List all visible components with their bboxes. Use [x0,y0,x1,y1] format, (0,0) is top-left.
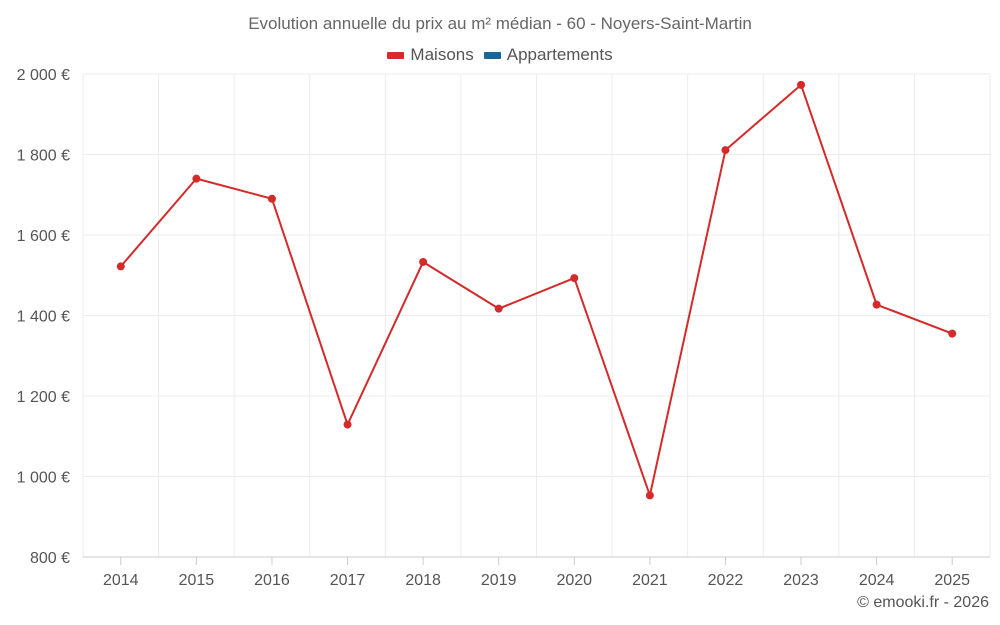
y-tick-label: 1 800 € [17,148,70,165]
data-point [116,262,125,271]
x-tick-label: 2014 [103,572,139,589]
data-point [419,257,428,266]
y-tick-label: 800 € [30,550,70,567]
legend-swatch-appartements [483,51,501,59]
y-tick-label: 1 000 € [17,470,70,487]
y-tick-label: 2 000 € [17,67,70,84]
data-point [721,146,730,155]
data-point [570,274,579,283]
x-tick-label: 2025 [934,572,970,589]
data-point [797,80,806,89]
x-tick-label: 2015 [179,572,215,589]
x-tick-label: 2017 [330,572,366,589]
x-tick-label: 2024 [859,572,895,589]
x-tick-label: 2018 [405,572,441,589]
credit-text: © emooki.fr - 2026 [857,594,989,611]
chart-title: Evolution annuelle du prix au m² médian … [248,14,752,33]
data-point [343,420,352,429]
data-point [267,194,276,203]
x-tick-label: 2016 [254,572,290,589]
legend-item-appartements[interactable]: Appartements [483,45,613,65]
legend-item-maisons[interactable]: Maisons [387,45,474,65]
x-tick-label: 2023 [783,572,819,589]
series-line-maisons [120,83,953,497]
legend: Maisons Appartements [0,45,1000,65]
x-tick-label: 2020 [556,572,592,589]
legend-label-maisons: Maisons [410,45,474,64]
x-tick-label: 2022 [708,572,744,589]
y-tick-label: 1 200 € [17,389,70,406]
data-point [948,329,957,338]
legend-swatch-maisons [387,51,405,59]
legend-label-appartements: Appartements [506,45,613,64]
x-tick-label: 2019 [481,572,517,589]
x-tick-label: 2021 [632,572,668,589]
data-point [645,491,654,500]
data-point [872,300,881,309]
data-point [192,174,201,183]
y-tick-label: 1 600 € [17,228,70,245]
y-tick-label: 1 400 € [17,309,70,326]
data-point [494,304,503,313]
